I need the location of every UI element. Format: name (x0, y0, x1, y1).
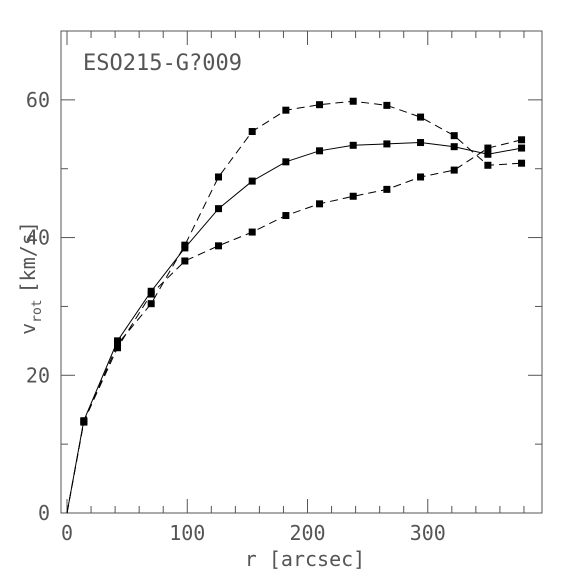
series-markers (80, 97, 526, 426)
data-point (316, 101, 324, 109)
data-point (282, 158, 290, 166)
data-point (181, 241, 189, 249)
plot-frame (60, 30, 543, 514)
series-line-3 (66, 139, 522, 514)
data-point (417, 113, 425, 121)
data-point (450, 132, 458, 140)
data-point (349, 141, 357, 149)
data-point (518, 144, 526, 152)
series-lines (66, 100, 522, 514)
x-tick-label: 100 (169, 521, 205, 545)
series-line-1 (66, 141, 522, 514)
data-point (147, 290, 155, 298)
data-point (484, 144, 492, 152)
axis-ticks (61, 30, 542, 514)
data-point (215, 173, 223, 181)
x-tick-label: 300 (410, 521, 446, 545)
y-tick-label: 0 (38, 501, 50, 525)
chart-title: ESO215-G?009 (83, 51, 242, 76)
series-line-2 (66, 100, 522, 514)
data-point (518, 136, 526, 144)
data-point (484, 150, 492, 158)
data-point (282, 106, 290, 114)
x-axis-label: r [arcsec] (245, 547, 365, 571)
data-point (518, 159, 526, 167)
data-point (383, 140, 391, 148)
tick-labels: 0 100 200 300 0 20 40 60 (26, 88, 446, 545)
data-point (248, 228, 256, 236)
y-tick-label: 20 (26, 363, 50, 387)
data-point (383, 185, 391, 193)
svg-text:vrot[km/s]: vrot [km/s] (16, 221, 45, 335)
data-point (248, 177, 256, 185)
data-point (417, 139, 425, 147)
data-point (484, 161, 492, 169)
y-tick-label: 40 (26, 226, 50, 250)
data-point (248, 128, 256, 136)
x-tick-label: 200 (289, 521, 325, 545)
data-point (80, 417, 88, 425)
x-tick-label: 0 (61, 521, 73, 545)
data-point (316, 200, 324, 208)
data-point (215, 205, 223, 213)
y-tick-label: 60 (26, 88, 50, 112)
data-point (349, 192, 357, 200)
y-axis-label-main: v (16, 323, 40, 335)
data-point (282, 212, 290, 220)
data-point (450, 166, 458, 174)
data-point (417, 173, 425, 181)
y-axis-label-unit: [km/s] (16, 221, 40, 293)
y-axis-label: vrot [km/s] (16, 221, 45, 335)
data-point (181, 257, 189, 265)
data-point (383, 101, 391, 109)
data-point (114, 344, 122, 352)
data-point (215, 242, 223, 250)
y-axis-label-sub: rot (30, 299, 45, 322)
data-point (147, 300, 155, 308)
data-point (349, 97, 357, 105)
data-point (316, 147, 324, 155)
data-point (450, 143, 458, 151)
